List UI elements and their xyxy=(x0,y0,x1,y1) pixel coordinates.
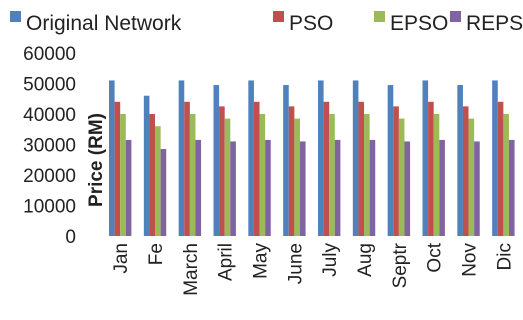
bar xyxy=(358,101,365,236)
bar xyxy=(387,85,394,236)
bar xyxy=(253,101,260,236)
x-tick-label: Jan xyxy=(111,243,132,274)
bar xyxy=(149,114,156,236)
bar xyxy=(248,80,254,236)
bar xyxy=(474,141,480,236)
x-tick-label: March xyxy=(181,243,202,296)
bar xyxy=(462,106,469,237)
x-tick-label: Nov xyxy=(460,243,481,277)
bar xyxy=(184,101,190,236)
bar xyxy=(259,114,266,236)
y-tick-label: 50000 xyxy=(23,75,76,96)
bar xyxy=(294,118,300,236)
bar xyxy=(288,106,295,237)
x-axis: Jan Fe March April May June July Aug Septr Oct Nov… xyxy=(111,242,515,296)
x-tick-label: May xyxy=(251,243,272,279)
bar xyxy=(428,101,434,236)
bar xyxy=(468,118,475,236)
bar xyxy=(508,139,515,236)
legend-label: PSO xyxy=(289,12,333,35)
x-tick-label: Oct xyxy=(425,242,446,272)
legend-swatch xyxy=(10,11,21,22)
y-tick-label: 60000 xyxy=(23,44,76,65)
legend-swatch xyxy=(273,11,284,22)
bar xyxy=(189,114,196,236)
y-axis-label: Price (RM) xyxy=(86,113,107,207)
x-tick-label: July xyxy=(320,243,341,277)
bar xyxy=(503,114,509,236)
bar xyxy=(224,118,231,236)
bar xyxy=(497,101,504,236)
y-tick-label: 30000 xyxy=(23,136,76,157)
x-tick-label: Aug xyxy=(355,243,376,277)
bar xyxy=(352,80,359,236)
bar xyxy=(114,101,121,236)
bar xyxy=(120,114,126,236)
y-tick-label: 0 xyxy=(65,227,76,248)
bar xyxy=(492,80,498,236)
bars xyxy=(109,80,515,237)
bar xyxy=(219,106,225,237)
y-tick-label: 20000 xyxy=(23,166,76,187)
bar xyxy=(433,114,440,236)
bar xyxy=(230,141,236,236)
bar xyxy=(323,101,330,236)
bar xyxy=(439,139,445,236)
y-tick-label: 40000 xyxy=(23,105,76,126)
legend-swatch xyxy=(450,11,461,22)
bar xyxy=(299,141,306,236)
bar xyxy=(213,85,220,236)
bar xyxy=(422,80,429,236)
legend-label: Original Network xyxy=(26,12,182,35)
legend-swatch xyxy=(374,11,385,22)
bar xyxy=(364,114,370,236)
bar xyxy=(125,139,132,236)
x-tick-label: Septr xyxy=(390,242,411,288)
bar xyxy=(393,106,399,237)
legend: Original Network PSO EPSO REPSO xyxy=(10,11,523,35)
bar xyxy=(195,139,202,236)
x-tick-label: Dic xyxy=(494,243,515,270)
bar xyxy=(369,139,376,236)
y-axis: 0 10000 20000 30000 40000 50000 60000 xyxy=(23,44,76,248)
bar xyxy=(143,95,150,236)
bar xyxy=(283,85,289,236)
bar xyxy=(265,139,271,236)
y-tick-label: 10000 xyxy=(23,197,76,218)
bar xyxy=(334,139,341,236)
x-tick-label: June xyxy=(285,243,306,284)
bar xyxy=(155,126,161,236)
bar xyxy=(318,80,324,236)
x-tick-label: April xyxy=(216,243,237,281)
bar xyxy=(109,80,115,236)
legend-label: REPSO xyxy=(466,12,523,35)
bar xyxy=(178,80,185,236)
x-tick-label: Fe xyxy=(146,243,167,265)
bar xyxy=(398,118,405,236)
bar xyxy=(329,114,335,236)
bar xyxy=(404,141,411,236)
bar xyxy=(457,85,463,236)
bar xyxy=(160,149,167,236)
legend-label: EPSO xyxy=(390,12,448,35)
